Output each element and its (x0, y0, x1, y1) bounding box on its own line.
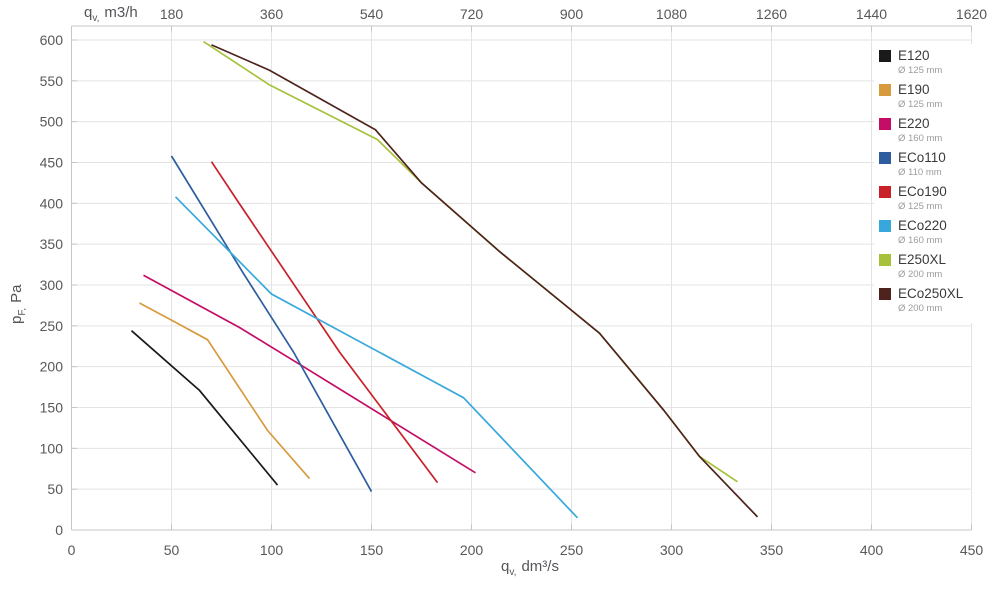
bottom-tick-label: 50 (164, 542, 180, 558)
vertical-gridlines (71, 26, 972, 530)
bottom-tick-label: 450 (960, 542, 984, 558)
legend-swatch (879, 151, 891, 164)
tick-marks (71, 26, 972, 531)
left-tick-label: 0 (55, 522, 63, 538)
legend-series-diameter: Ø 125 mm (898, 99, 943, 110)
top-tick-label: 180 (160, 6, 184, 22)
legend-series-diameter: Ø 200 mm (898, 303, 943, 314)
legend-series-diameter: Ø 125 mm (898, 65, 943, 76)
left-tick-label: 300 (40, 277, 64, 293)
legend-item-eco110: ECo110 Ø 110 mm (879, 149, 996, 178)
left-tick-label: 150 (40, 400, 64, 416)
series-line-e120 (130, 330, 279, 486)
top-tick-label: 720 (460, 6, 484, 22)
legend-item-e190: E190 Ø 125 mm (879, 81, 996, 110)
legend-series-diameter: Ø 160 mm (898, 235, 943, 246)
top-tick-label: 360 (260, 6, 284, 22)
left-axis-title-unit: Pa (8, 284, 25, 303)
left-axis-title-base: p (8, 315, 25, 324)
legend-series-name: ECo110 (898, 150, 946, 165)
series-line-e190 (139, 302, 311, 480)
series-lines (130, 40, 759, 519)
legend-series-diameter: Ø 200 mm (898, 269, 943, 280)
top-axis-title-base: q (84, 4, 93, 21)
legend-item-e220: E220 Ø 160 mm (879, 115, 996, 144)
top-tick-label: 1080 (656, 6, 687, 22)
bottom-tick-label: 200 (460, 542, 484, 558)
legend-series-diameter: Ø 160 mm (898, 133, 943, 144)
legend-series-diameter: Ø 125 mm (898, 201, 943, 212)
bottom-tick-label: 400 (860, 542, 884, 558)
bottom-axis-title-sub: v, (509, 567, 517, 578)
left-tick-label: 400 (40, 195, 64, 211)
bottom-tick-label: 250 (560, 542, 584, 558)
bottom-axis-title-unit: dm³/s (521, 558, 559, 575)
left-tick-label: 200 (40, 359, 64, 375)
series-line-e220 (143, 274, 476, 474)
legend-item-e120: E120 Ø 125 mm (879, 47, 996, 76)
top-axis-title-sub: v, (92, 13, 100, 24)
left-tick-label: 500 (40, 114, 64, 130)
left-axis-title-sub: F, (17, 307, 28, 316)
legend-series-name: E250XL (898, 252, 947, 267)
legend-swatch (879, 83, 891, 96)
series-line-e250xl (203, 40, 738, 483)
left-tick-label: 50 (47, 481, 63, 497)
axis-frame (71, 25, 972, 531)
legend-swatch (879, 287, 891, 300)
top-tick-label: 1260 (756, 6, 787, 22)
top-tick-label: 1620 (956, 6, 987, 22)
horizontal-gridlines (71, 39, 972, 531)
bottom-axis-title-base: q (501, 558, 510, 575)
series-line-eco220 (174, 196, 579, 519)
legend-item-eco250xl: ECo250XL Ø 200 mm (879, 285, 996, 314)
legend-series-name: E120 (898, 48, 930, 63)
legend-swatch (879, 219, 891, 232)
bottom-tick-label: 300 (660, 542, 684, 558)
bottom-tick-label: 0 (68, 542, 76, 558)
series-line-eco250xl (211, 44, 759, 518)
legend-swatch (879, 253, 891, 266)
left-tick-label: 450 (40, 155, 64, 171)
left-axis-title: pF, Pa (8, 285, 28, 324)
series-line-eco190 (210, 161, 439, 484)
left-tick-label: 600 (40, 32, 64, 48)
top-tick-label: 540 (360, 6, 384, 22)
legend-item-eco220: ECo220 Ø 160 mm (879, 217, 996, 246)
legend-swatch (879, 49, 891, 62)
top-axis-title-unit: m3/h (104, 4, 138, 21)
bottom-axis-title: qv, dm³/s (430, 558, 630, 578)
legend-item-e250xl: E250XL Ø 200 mm (879, 251, 996, 280)
legend-series-name: ECo250XL (898, 286, 964, 301)
top-axis-title: qv, m3/h (84, 4, 138, 24)
left-tick-label: 350 (40, 236, 64, 252)
series-line-eco110 (170, 155, 373, 493)
left-tick-label: 250 (40, 318, 64, 334)
tick-labels: 0 50 100 150 200 250 300 350 400 450 180 360 540 720 9… (40, 6, 988, 558)
legend-item-eco190: ECo190 Ø 125 mm (879, 183, 996, 212)
legend-series-name: ECo190 (898, 184, 947, 199)
left-tick-label: 100 (40, 440, 64, 456)
top-tick-label: 900 (560, 6, 584, 22)
left-tick-label: 550 (40, 73, 64, 89)
legend-series-name: E190 (898, 82, 930, 97)
legend-swatch (879, 185, 891, 198)
bottom-tick-label: 100 (260, 542, 284, 558)
bottom-tick-label: 350 (760, 542, 784, 558)
bottom-tick-label: 150 (360, 542, 384, 558)
legend-series-name: ECo220 (898, 218, 947, 233)
legend-series-name: E220 (898, 116, 930, 131)
top-tick-label: 1440 (856, 6, 887, 22)
legend-series-diameter: Ø 110 mm (898, 167, 942, 178)
legend: E120 Ø 125 mm E190 Ø 125 mm E220 Ø 160 mm ECo1… (874, 44, 996, 323)
legend-swatch (879, 117, 891, 130)
